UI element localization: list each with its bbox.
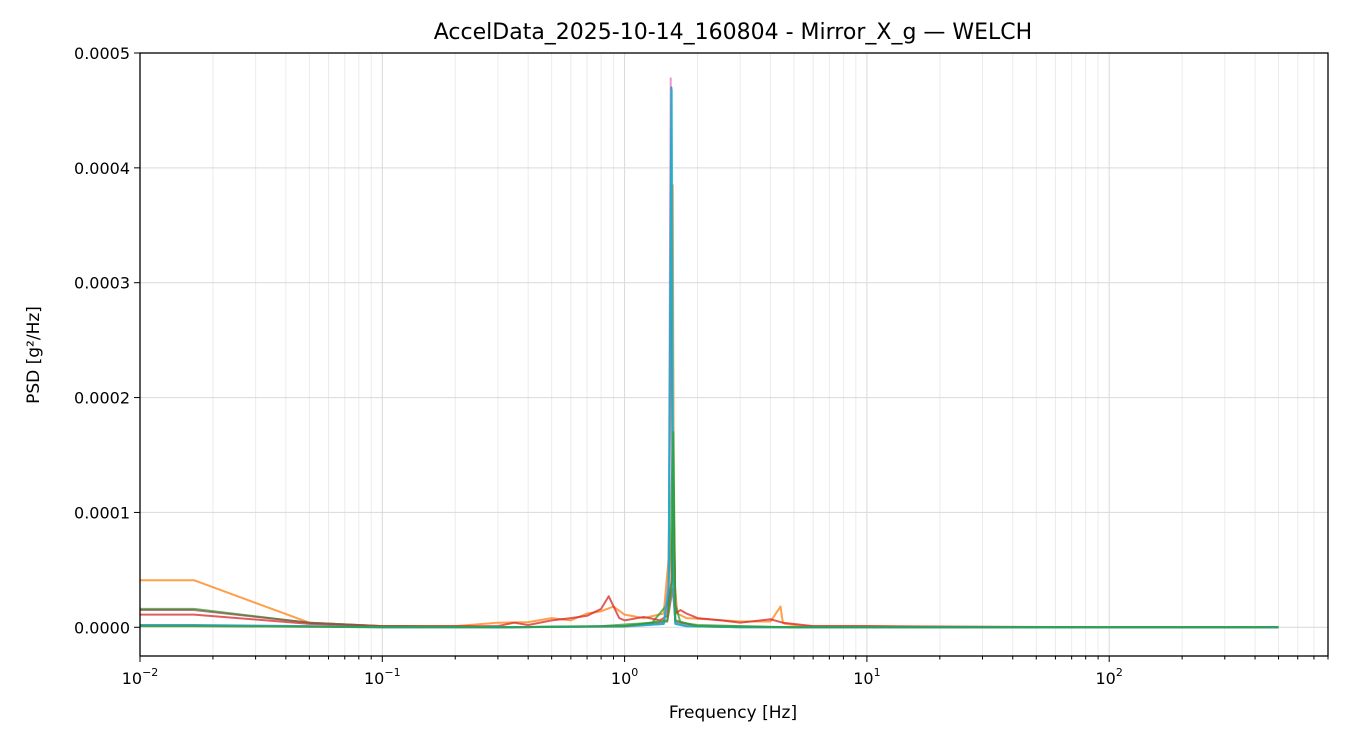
y-tick-label: 0.0005: [74, 44, 130, 63]
chart-title: AccelData_2025-10-14_160804 - Mirror_X_g…: [434, 20, 1032, 45]
x-tick-label: 102: [1096, 666, 1123, 688]
x-tick-label: 10−1: [364, 666, 401, 688]
x-tick-label: 100: [611, 666, 638, 688]
y-tick-label: 0.0002: [74, 389, 130, 408]
y-tick-label: 0.0003: [74, 274, 130, 293]
tick-layer: 0.0000 0.0001 0.0002 0.0003 0.0004 0.0005 10−2…: [74, 44, 1329, 688]
y-tick-label: 0.0004: [74, 159, 130, 178]
plot-frame: [139, 52, 1329, 657]
series-line-8: [140, 431, 1279, 629]
x-tick-label: 101: [853, 666, 880, 688]
x-axis-label: Frequency [Hz]: [669, 703, 797, 723]
y-tick-label: 0.0001: [74, 503, 130, 522]
y-axis-label: PSD [g²/Hz]: [24, 306, 44, 404]
x-tick-label: 10−2: [122, 666, 159, 688]
series-layer: [140, 77, 1279, 629]
y-tick-label: 0.0000: [74, 618, 130, 637]
